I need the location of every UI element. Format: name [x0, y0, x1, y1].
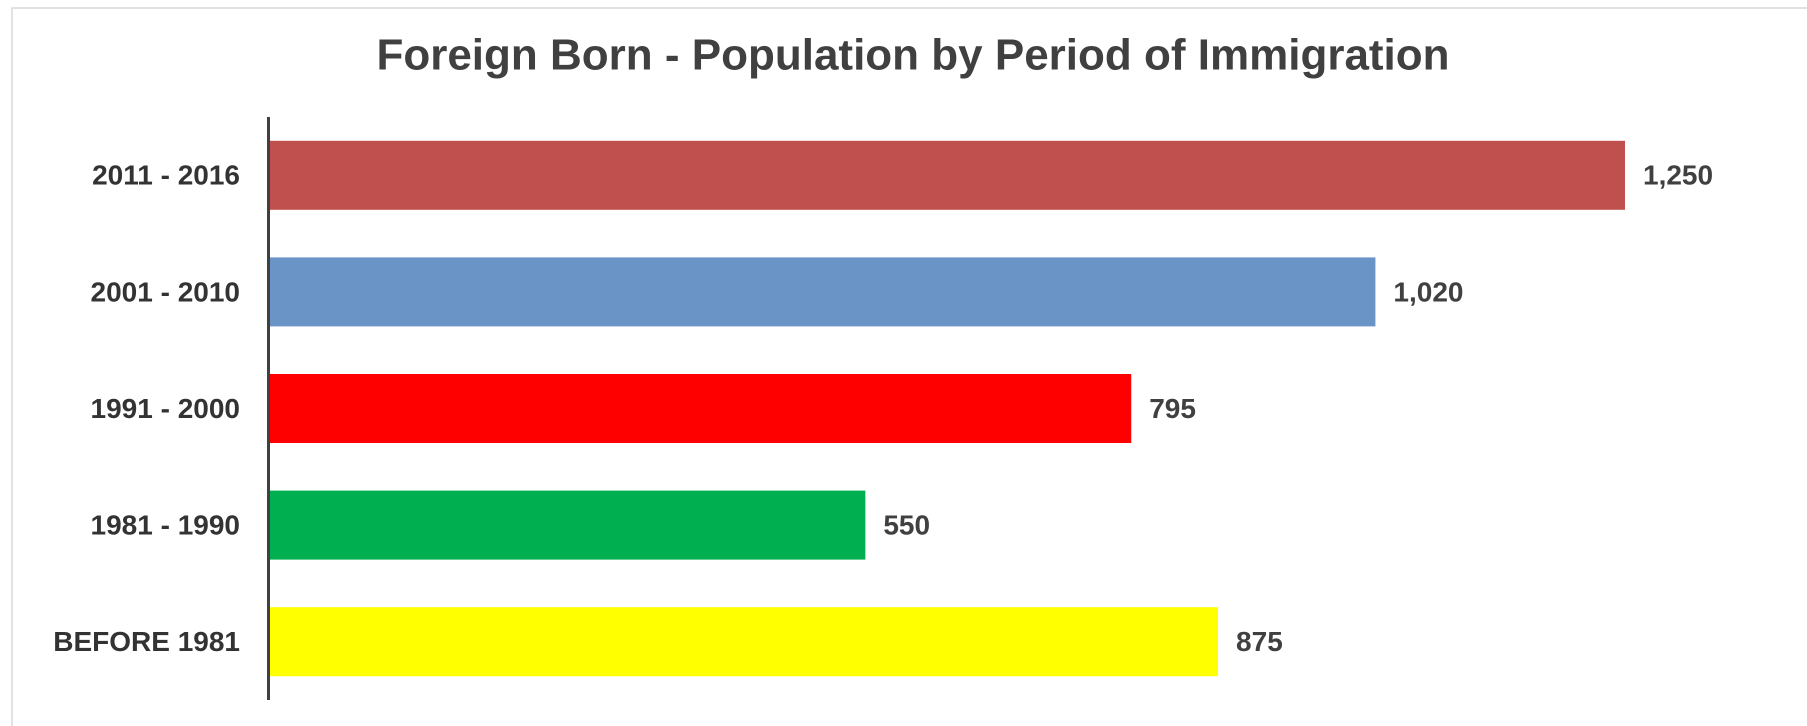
- bar: [268, 140, 1625, 210]
- value-label: 875: [1236, 626, 1283, 657]
- value-label: 550: [883, 509, 930, 540]
- bar: [268, 257, 1376, 327]
- category-label: 1981 - 1990: [91, 509, 240, 540]
- category-label: BEFORE 1981: [53, 626, 240, 657]
- chart-frame: [11, 7, 1807, 726]
- value-label: 795: [1149, 393, 1196, 424]
- category-label: 1991 - 2000: [91, 393, 240, 424]
- bar: [268, 490, 866, 560]
- value-label: 1,250: [1643, 160, 1713, 191]
- bar: [268, 607, 1219, 677]
- category-label: 2001 - 2010: [91, 276, 240, 307]
- bar: [268, 374, 1132, 443]
- value-label: 1,020: [1393, 276, 1463, 307]
- category-label: 2011 - 2016: [92, 160, 240, 191]
- chart-title: Foreign Born - Population by Period of I…: [376, 31, 1449, 80]
